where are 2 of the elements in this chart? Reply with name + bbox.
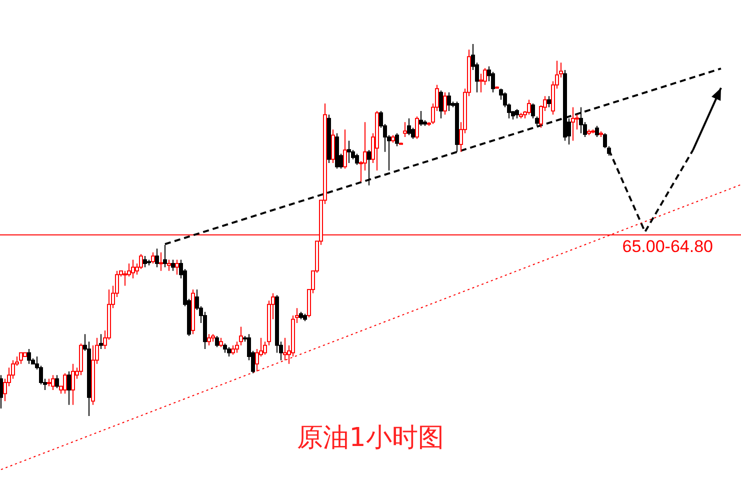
- title: 原油1小时图: [297, 423, 444, 453]
- annotation: 65.00-64.80: [622, 236, 713, 256]
